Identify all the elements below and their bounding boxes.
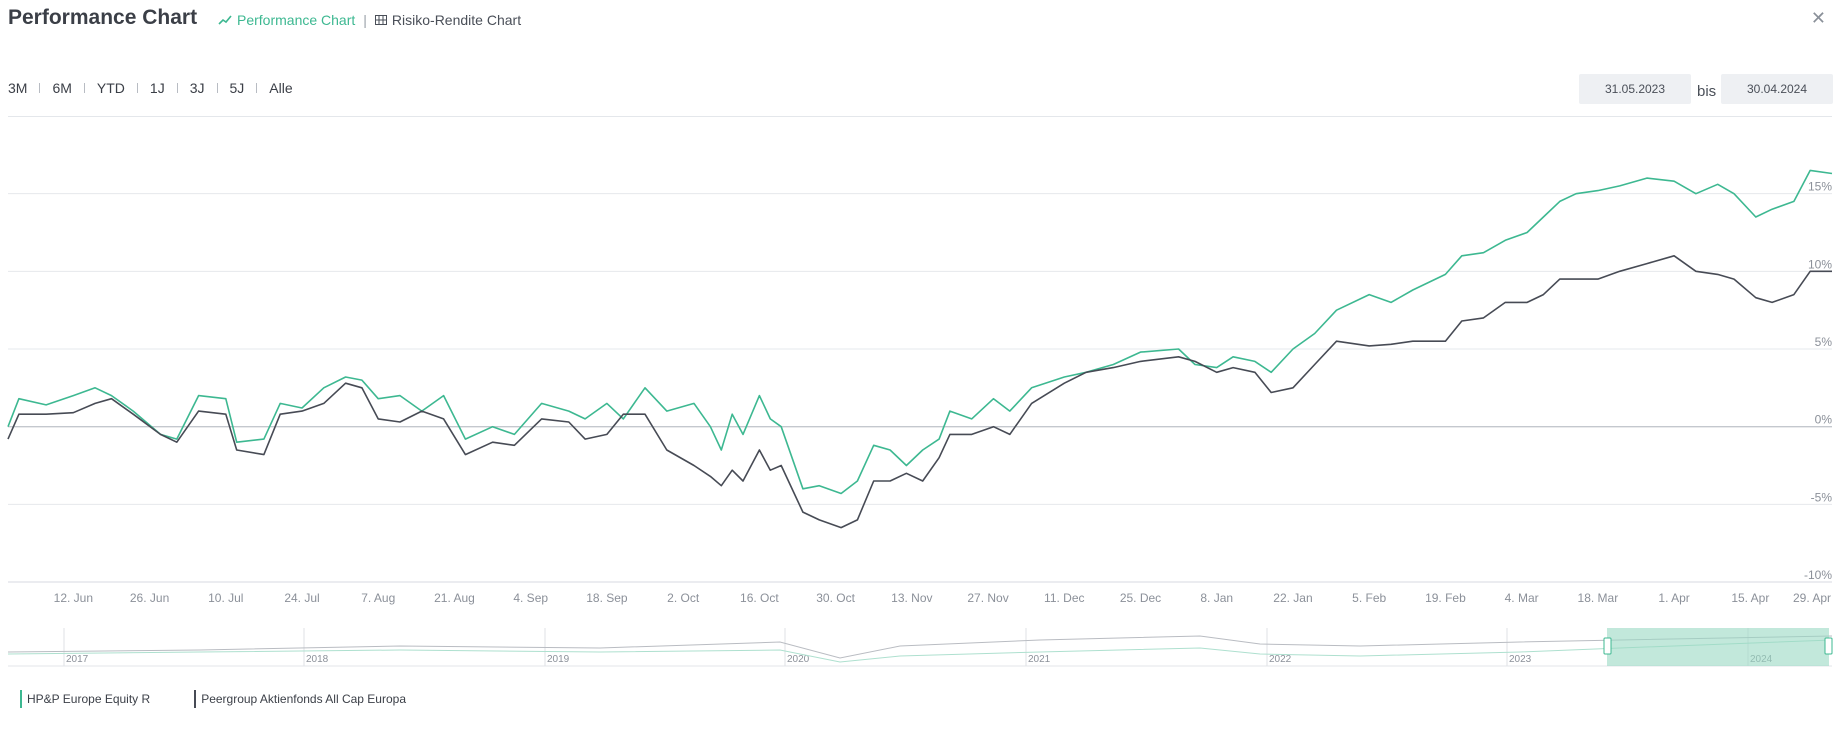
navigator-year-label: 2022 [1269, 654, 1292, 665]
x-tick-label: 10. Jul [208, 591, 243, 605]
x-tick-label: 4. Sep [513, 591, 548, 605]
x-tick-label: 2. Oct [667, 591, 700, 605]
range-divider [256, 83, 258, 93]
page-title: Performance Chart [8, 6, 198, 29]
line-chart-icon [218, 15, 232, 25]
legend-item-fund[interactable]: HP&P Europe Equity R [20, 690, 150, 708]
date-to-input[interactable]: 30.04.2024 [1721, 74, 1833, 104]
series-line-fund [7, 169, 1833, 495]
navigator-year-label: 2018 [306, 654, 329, 665]
range-button-1j[interactable]: 1J [149, 80, 165, 96]
range-selector: 3M 6M YTD 1J 3J 5J Alle [8, 80, 293, 96]
x-tick-label: 21. Aug [434, 591, 475, 605]
tab-label: Performance Chart [237, 12, 356, 28]
x-tick-label: 25. Dec [1120, 591, 1161, 605]
navigator-handle-right [1824, 637, 1833, 655]
legend-label: Peergroup Aktienfonds All Cap Europa [201, 692, 406, 706]
y-tick-label: 15% [1808, 180, 1832, 194]
series-line-peergroup [7, 255, 1832, 529]
navigator-series-fund [7, 639, 1833, 663]
chart-tabs: Performance Chart | Risiko-Rendite Chart [218, 12, 521, 28]
date-from-input[interactable]: 31.05.2023 [1579, 74, 1691, 104]
range-button-6m[interactable]: 6M [52, 80, 72, 96]
navigator-selection [1607, 628, 1829, 666]
navigator-handle-left [1603, 637, 1612, 655]
x-tick-label: 16. Oct [740, 591, 779, 605]
x-tick-label: 30. Oct [816, 591, 855, 605]
range-divider [216, 83, 218, 93]
range-button-3m[interactable]: 3M [8, 80, 28, 96]
x-tick-label: 18. Mar [1578, 591, 1619, 605]
x-tick-label: 29. Apr [1793, 591, 1831, 605]
y-tick-label: 10% [1808, 257, 1832, 271]
tab-risiko-rendite-chart[interactable]: Risiko-Rendite Chart [374, 12, 522, 28]
x-tick-label: 15. Apr [1731, 591, 1769, 605]
range-button-5j[interactable]: 5J [229, 80, 245, 96]
x-tick-label: 12. Jun [54, 591, 93, 605]
y-tick-label: 0% [1815, 413, 1833, 427]
navigator-year-label: 2020 [787, 654, 810, 665]
x-tick-label: 13. Nov [891, 591, 932, 605]
range-divider [176, 83, 178, 93]
tab-separator: | [363, 12, 367, 28]
navigator-year-label: 2017 [66, 654, 89, 665]
x-tick-label: 18. Sep [586, 591, 628, 605]
date-separator-label: bis [1697, 83, 1717, 100]
x-tick-label: 4. Mar [1505, 591, 1539, 605]
chart-legend: HP&P Europe Equity R Peergroup Aktienfon… [20, 690, 450, 708]
range-button-ytd[interactable]: YTD [96, 80, 125, 96]
legend-label: HP&P Europe Equity R [27, 692, 151, 706]
navigator-series-peergroup [7, 635, 1833, 659]
y-tick-label: -5% [1811, 490, 1833, 504]
x-tick-label: 7. Aug [361, 591, 395, 605]
legend-swatch-fund [20, 690, 22, 708]
close-icon[interactable]: ✕ [1810, 8, 1826, 28]
grid-icon [374, 15, 387, 25]
tab-performance-chart[interactable]: Performance Chart [218, 12, 355, 28]
x-tick-label: 22. Jan [1273, 591, 1312, 605]
header-divider [8, 116, 1832, 117]
x-tick-label: 8. Jan [1200, 591, 1233, 605]
x-tick-label: 1. Apr [1658, 591, 1689, 605]
range-button-alle[interactable]: Alle [269, 80, 293, 96]
y-tick-label: 5% [1815, 335, 1833, 349]
range-divider [83, 83, 85, 93]
x-tick-label: 5. Feb [1352, 591, 1386, 605]
tab-label: Risiko-Rendite Chart [391, 12, 522, 28]
navigator-year-label: 2019 [547, 654, 570, 665]
x-tick-label: 24. Jul [284, 591, 319, 605]
navigator-year-label: 2023 [1509, 654, 1532, 665]
x-tick-label: 26. Jun [130, 591, 169, 605]
x-tick-label: 19. Feb [1425, 591, 1466, 605]
y-tick-label: -10% [1804, 568, 1832, 582]
x-tick-label: 27. Nov [967, 591, 1008, 605]
x-tick-label: 11. Dec [1044, 591, 1084, 605]
navigator-year-label: 2021 [1028, 654, 1051, 665]
legend-item-peergroup[interactable]: Peergroup Aktienfonds All Cap Europa [194, 690, 406, 708]
legend-swatch-peergroup [194, 690, 197, 708]
range-button-3j[interactable]: 3J [189, 80, 205, 96]
range-divider [136, 83, 138, 93]
range-divider [39, 83, 41, 93]
